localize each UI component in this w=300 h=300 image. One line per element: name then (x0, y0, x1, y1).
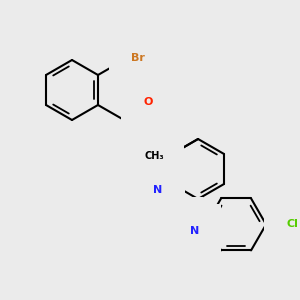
Text: O: O (143, 97, 153, 107)
Text: Cl: Cl (286, 219, 298, 230)
Text: NH: NH (133, 149, 151, 159)
Text: N: N (190, 226, 199, 236)
Text: N: N (153, 185, 163, 195)
Text: N: N (171, 219, 181, 230)
Text: Br: Br (131, 53, 145, 63)
Text: CH₃: CH₃ (145, 151, 164, 161)
